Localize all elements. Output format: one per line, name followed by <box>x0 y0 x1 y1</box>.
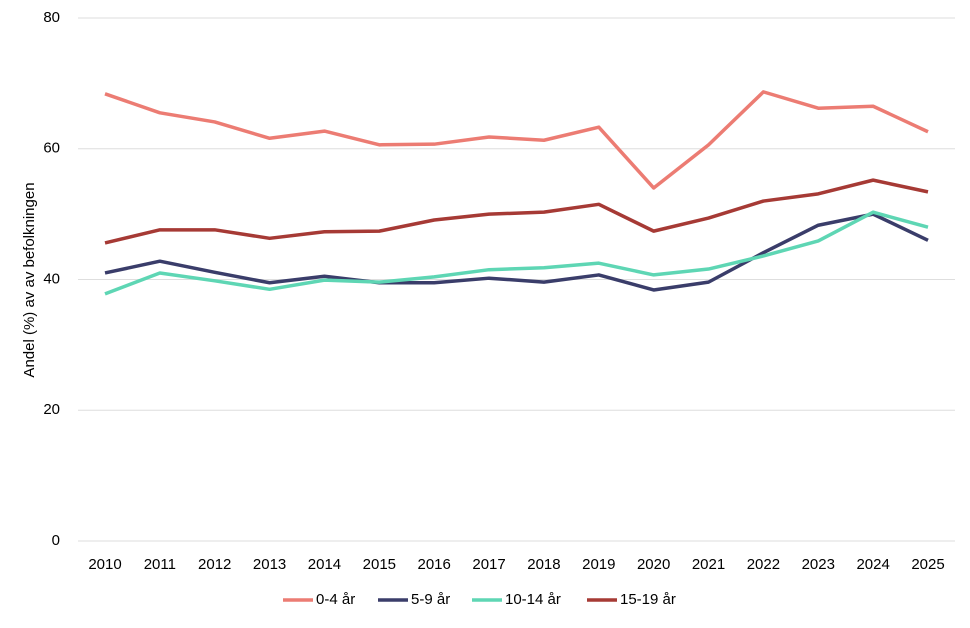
x-tick-label: 2012 <box>198 556 231 573</box>
x-tick-label: 2021 <box>692 556 725 573</box>
x-tick-label: 2010 <box>88 556 121 573</box>
x-tick-label: 2023 <box>802 556 835 573</box>
x-tick-label: 2019 <box>582 556 615 573</box>
legend-label: 15-19 år <box>620 591 676 608</box>
x-tick-label: 2013 <box>253 556 286 573</box>
x-tick-label: 2011 <box>144 556 176 573</box>
x-tick-label: 2018 <box>527 556 560 573</box>
legend-label: 5-9 år <box>411 591 450 608</box>
series-line <box>104 178 929 245</box>
x-tick-label: 2025 <box>911 556 944 573</box>
y-tick-label: 60 <box>43 140 60 157</box>
x-tick-label: 2024 <box>856 556 889 573</box>
y-tick-label: 20 <box>43 401 60 418</box>
legend-label: 10-14 år <box>505 591 561 608</box>
legend-label: 0-4 år <box>316 591 355 608</box>
series-line <box>104 90 929 190</box>
series-line <box>104 212 929 292</box>
x-tick-label: 2016 <box>418 556 451 573</box>
y-tick-label: 0 <box>52 532 60 549</box>
y-tick-label: 40 <box>43 270 60 287</box>
y-axis-label: Andel (%) av av befolkningen <box>21 182 38 377</box>
x-tick-label: 2022 <box>747 556 780 573</box>
x-tick-label: 2017 <box>472 556 505 573</box>
y-tick-label: 80 <box>43 9 60 26</box>
x-tick-label: 2014 <box>308 556 341 573</box>
x-tick-label: 2015 <box>363 556 396 573</box>
series-line <box>104 210 929 296</box>
x-tick-label: 2020 <box>637 556 670 573</box>
